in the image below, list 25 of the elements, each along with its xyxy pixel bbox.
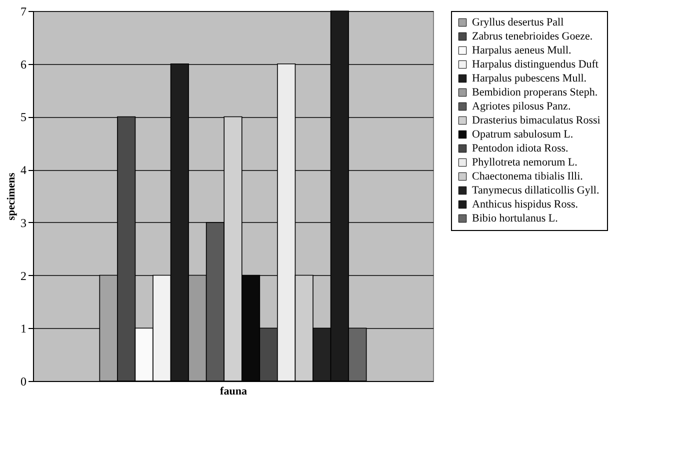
legend-label: Bembidion properans Steph. <box>472 86 598 98</box>
legend-label: Tanymecus dillaticollis Gyll. <box>472 184 600 196</box>
legend-label: Gryllus desertus Pall <box>472 16 564 28</box>
y-tick-label: 6 <box>20 57 26 72</box>
legend-label: Harpalus pubescens Mull. <box>472 72 587 84</box>
legend-label: Chaectonema tibialis Illi. <box>472 170 584 182</box>
y-tick-label: 3 <box>20 216 26 230</box>
y-tick-label: 2 <box>20 268 26 283</box>
y-axis-title: specimens <box>6 172 18 220</box>
legend-label: Harpalus aeneus Mull. <box>472 44 572 56</box>
legend-label: Harpalus distinguendus Duft <box>472 58 598 70</box>
legend-label: Opatrum sabulosum L. <box>472 128 574 140</box>
legend-label: Bibio hortulanus L. <box>472 212 558 224</box>
legend-label: Phyllotreta nemorum L. <box>472 156 578 168</box>
y-tick-label: 7 <box>20 4 26 18</box>
legend-label: Agriotes pilosus Panz. <box>472 100 571 112</box>
y-tick-label: 4 <box>20 163 26 178</box>
legend-label: Pentodon idiota Ross. <box>472 142 569 154</box>
legend-label: Drasterius bimaculatus Rossi <box>472 114 600 126</box>
y-tick-label: 0 <box>20 374 26 388</box>
x-axis-title: fauna <box>220 386 248 398</box>
y-tick-label: 1 <box>20 322 26 336</box>
legend-label: Anthicus hispidus Ross. <box>472 198 578 210</box>
legend-label: Zabrus tenebrioides Goeze. <box>472 30 593 42</box>
y-tick-label: 5 <box>20 110 26 124</box>
